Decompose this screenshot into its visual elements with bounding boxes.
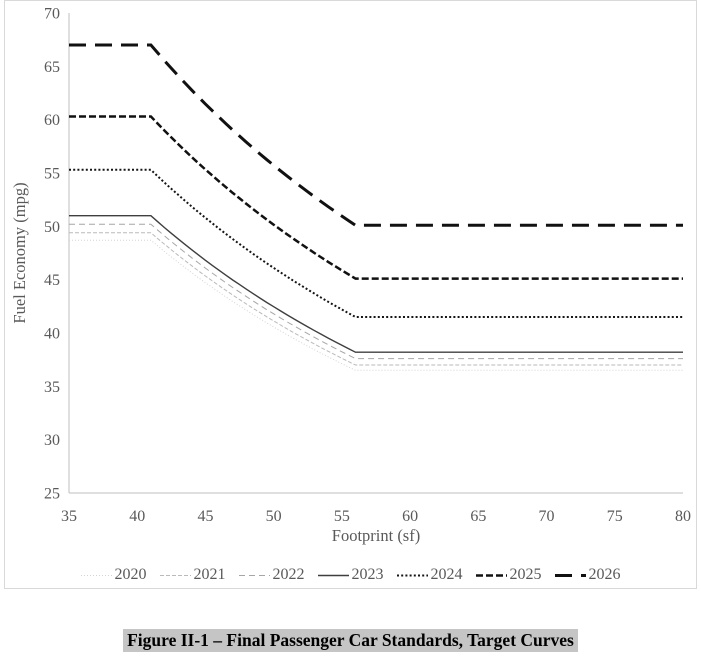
legend-label-2021: 2021 <box>193 566 226 583</box>
legend-line-swatch-2022 <box>238 574 270 576</box>
legend-label-2020: 2020 <box>114 566 147 583</box>
legend-label-2025: 2025 <box>509 566 542 583</box>
y-tick-label-25: 25 <box>44 486 60 503</box>
legend-label-2023: 2023 <box>351 566 384 583</box>
figure-caption-row: Figure II-1 – Final Passenger Car Standa… <box>0 629 701 652</box>
x-tick-label-50: 50 <box>266 508 282 525</box>
legend-line-swatch-2025 <box>475 573 507 577</box>
y-tick-label-35: 35 <box>44 379 60 396</box>
series-line-2022 <box>69 223 683 360</box>
chart-legend: 2020 2021 2022 2023 2024 2025 2026 <box>5 564 696 586</box>
legend-item-2022: 2022 <box>238 566 305 584</box>
legend-line-swatch-2023 <box>317 574 349 576</box>
x-tick-label-40: 40 <box>129 508 145 525</box>
series-line-2023 <box>69 214 683 353</box>
y-tick-label-40: 40 <box>44 326 60 343</box>
legend-item-2021: 2021 <box>159 566 226 584</box>
series-line-2021 <box>69 232 683 366</box>
series-line-2025 <box>69 115 683 280</box>
y-tick-label-50: 50 <box>44 219 60 236</box>
legend-item-2024: 2024 <box>396 566 463 584</box>
legend-item-2026: 2026 <box>554 566 621 584</box>
chart-plot-area: Fuel Economy (mpg) Footprint (sf) 70 65 60… <box>10 6 691 546</box>
series-line-2024 <box>69 168 683 318</box>
legend-label-2026: 2026 <box>588 566 621 583</box>
legend-line-swatch-2021 <box>159 574 191 576</box>
x-tick-label-70: 70 <box>539 508 555 525</box>
y-tick-label-45: 45 <box>44 272 60 289</box>
legend-line-swatch-2026 <box>554 573 586 577</box>
x-tick-label-60: 60 <box>402 508 418 525</box>
series-line-2026 <box>69 43 683 227</box>
y-tick-label-55: 55 <box>44 166 60 183</box>
figure-caption: Figure II-1 – Final Passenger Car Standa… <box>123 629 578 652</box>
series-line-2020 <box>69 239 683 371</box>
y-tick-label-65: 65 <box>44 59 60 76</box>
x-tick-label-45: 45 <box>197 508 213 525</box>
y-tick-label-60: 60 <box>44 112 60 129</box>
legend-line-swatch-2020 <box>80 574 112 576</box>
y-axis-title: Fuel Economy (mpg) <box>10 182 29 323</box>
legend-label-2024: 2024 <box>430 566 463 583</box>
y-tick-label-30: 30 <box>44 432 60 449</box>
x-tick-label-65: 65 <box>470 508 486 525</box>
y-tick-label-70: 70 <box>44 6 60 23</box>
x-tick-label-55: 55 <box>334 508 350 525</box>
legend-item-2025: 2025 <box>475 566 542 584</box>
legend-label-2022: 2022 <box>272 566 305 583</box>
x-tick-label-35: 35 <box>61 508 77 525</box>
legend-item-2020: 2020 <box>80 566 147 584</box>
legend-item-2023: 2023 <box>317 566 384 584</box>
chart-figure: Fuel Economy (mpg) Footprint (sf) 70 65 60… <box>4 0 697 589</box>
x-tick-label-80: 80 <box>675 508 691 525</box>
x-tick-label-75: 75 <box>607 508 623 525</box>
legend-line-swatch-2024 <box>396 574 428 576</box>
x-axis-title: Footprint (sf) <box>332 526 420 545</box>
